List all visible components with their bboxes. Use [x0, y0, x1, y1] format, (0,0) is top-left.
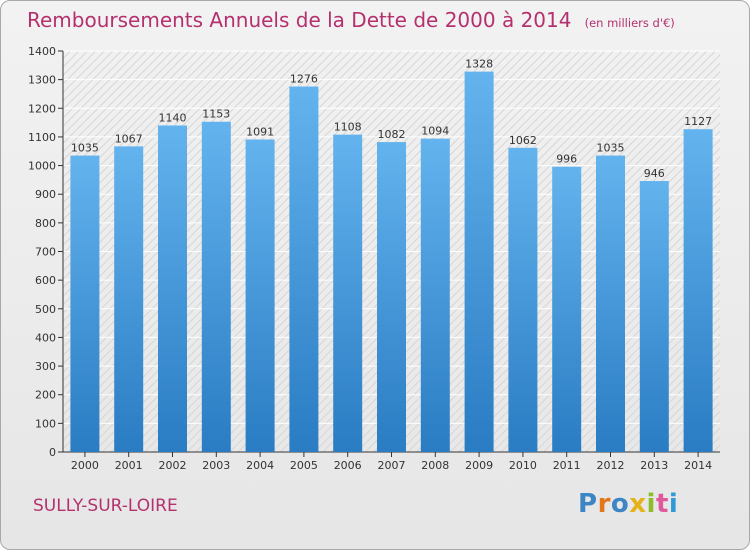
logo-letter: r — [598, 489, 611, 519]
proxiti-logo: Proxiti — [578, 489, 678, 519]
bar-value-label: 1067 — [115, 132, 143, 145]
x-tick-label: 2009 — [465, 459, 493, 472]
x-tick-label: 2003 — [202, 459, 230, 472]
bar — [465, 72, 494, 452]
y-tick-label: 500 — [35, 303, 56, 316]
bar-value-label: 1276 — [290, 73, 318, 86]
x-tick-label: 2008 — [421, 459, 449, 472]
bar-chart: 0 100 200 300 400 500 600 700 800 900 1000 1100 1200… — [1, 1, 749, 549]
x-tick-label: 2010 — [509, 459, 537, 472]
x-tick-label: 2011 — [553, 459, 581, 472]
bar-value-label: 1328 — [465, 58, 493, 71]
x-tick-label: 2000 — [71, 459, 99, 472]
logo-letter: x — [629, 489, 646, 519]
logo-letter: i — [647, 489, 656, 519]
logo-letter: i — [669, 489, 678, 519]
y-tick-label: 1100 — [28, 131, 56, 144]
bar — [640, 181, 669, 452]
logo-letter: P — [578, 489, 598, 519]
bar-value-label: 996 — [556, 153, 577, 166]
bar-value-label: 1035 — [71, 142, 99, 155]
y-tick-label: 600 — [35, 274, 56, 287]
y-tick-label: 800 — [35, 217, 56, 230]
y-tick-label: 200 — [35, 389, 56, 402]
x-tick-label: 2006 — [334, 459, 362, 472]
x-tick-label: 2001 — [115, 459, 143, 472]
bar — [333, 135, 362, 452]
bar — [246, 140, 275, 452]
x-tick-label: 2007 — [378, 459, 406, 472]
y-tick-label: 900 — [35, 188, 56, 201]
bar-value-label: 1035 — [597, 142, 625, 155]
x-tick-label: 2005 — [290, 459, 318, 472]
y-tick-label: 100 — [35, 417, 56, 430]
bar-value-label: 1140 — [159, 111, 187, 124]
bar — [289, 87, 318, 452]
bar — [70, 156, 99, 452]
x-tick-label: 2004 — [246, 459, 274, 472]
y-tick-label: 400 — [35, 331, 56, 344]
bar-value-label: 1127 — [684, 115, 712, 128]
x-tick-label: 2014 — [684, 459, 712, 472]
y-tick-label: 700 — [35, 246, 56, 259]
y-tick-label: 1400 — [28, 45, 56, 58]
x-tick-label: 2012 — [597, 459, 625, 472]
bar-value-label: 1091 — [246, 126, 274, 139]
y-tick-label: 1300 — [28, 74, 56, 87]
chart-frame: Remboursements Annuels de la Dette de 20… — [0, 0, 750, 550]
bar-value-label: 1108 — [334, 121, 362, 134]
bar-value-label: 1153 — [202, 108, 230, 121]
y-tick-label: 300 — [35, 360, 56, 373]
y-tick-label: 0 — [49, 446, 56, 459]
bar — [508, 148, 537, 452]
bar — [421, 139, 450, 452]
bar-value-label: 946 — [644, 167, 665, 180]
bar — [552, 167, 581, 452]
y-tick-label: 1000 — [28, 160, 56, 173]
bar — [377, 142, 406, 452]
bar — [114, 146, 143, 452]
city-name: SULLY-SUR-LOIRE — [33, 496, 178, 516]
bar — [684, 129, 713, 452]
bar-value-label: 1082 — [378, 128, 406, 141]
x-tick-label: 2013 — [640, 459, 668, 472]
bar — [596, 156, 625, 452]
bar — [158, 125, 187, 452]
y-tick-label: 1200 — [28, 102, 56, 115]
logo-letter: o — [611, 489, 629, 519]
bar-value-label: 1094 — [421, 125, 449, 138]
bar-value-label: 1062 — [509, 134, 537, 147]
bar — [202, 122, 231, 452]
x-tick-label: 2002 — [159, 459, 187, 472]
logo-letter: t — [656, 489, 669, 519]
